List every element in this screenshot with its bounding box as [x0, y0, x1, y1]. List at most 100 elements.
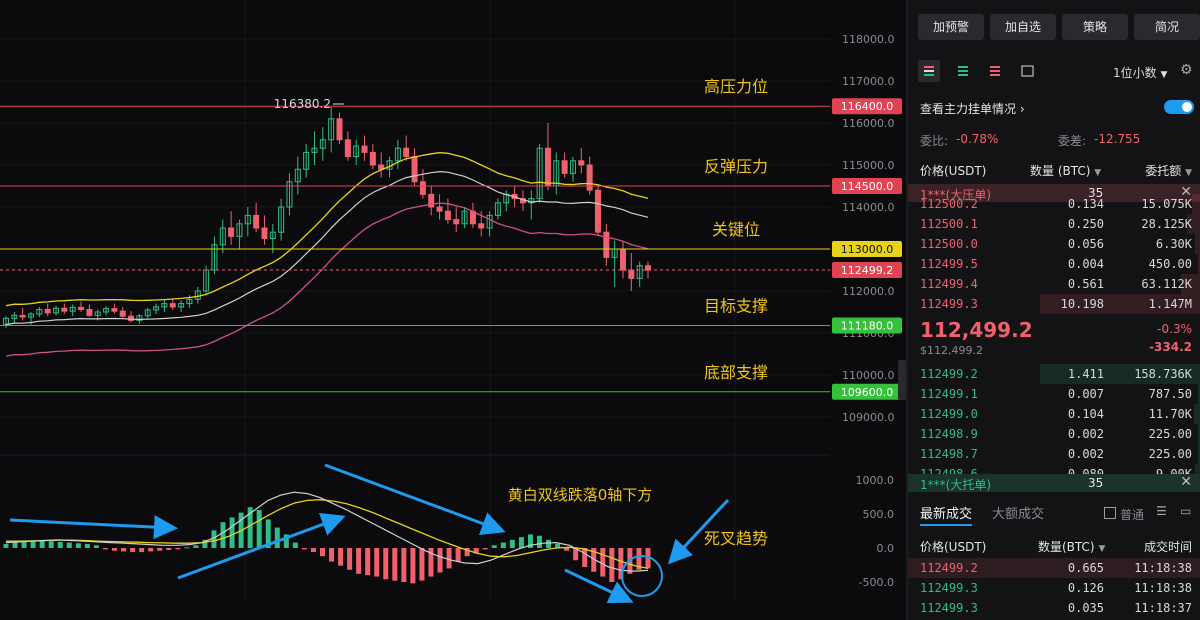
trade-header-qty[interactable]: 数量(BTC) ▼: [1038, 538, 1105, 555]
order-price: 112500.2: [920, 197, 978, 211]
level-tag-label: 113000.0: [841, 243, 894, 256]
middle-band-line: [5, 170, 649, 326]
level-tag: [832, 98, 902, 115]
level-tag: [832, 317, 902, 334]
bid-row[interactable]: 112499.1 0.007 787.50: [908, 384, 1200, 404]
macd-bar: [84, 543, 90, 548]
order-qty: 0.104: [1067, 407, 1104, 421]
macd-bar: [401, 548, 407, 582]
ask-big-order-banner[interactable]: 1***(大压单) 35 ✕: [908, 184, 1200, 202]
normal-checkbox[interactable]: [1104, 507, 1116, 519]
candle-body: [586, 164, 593, 191]
macd-bar: [139, 548, 145, 553]
candle-body: [436, 206, 443, 212]
level-tag: [832, 383, 902, 400]
settings-icon[interactable]: ⚙: [1180, 62, 1193, 78]
order-amount: 450.00: [1148, 257, 1192, 271]
macd-bar: [166, 548, 172, 551]
change-percent: -0.3%: [1157, 322, 1192, 336]
depth-bar: [1181, 274, 1200, 294]
strategy-button[interactable]: 策略: [1062, 14, 1128, 40]
macd-bar: [509, 539, 515, 548]
ask-row[interactable]: 112500.2 0.134 15.075K: [908, 194, 1200, 214]
level-tag-label: 116400.0: [841, 100, 894, 113]
alert-button[interactable]: 加预警: [918, 14, 984, 40]
bid-row[interactable]: 112499.0 0.104 11.70K: [908, 404, 1200, 424]
header-qty[interactable]: 数量 (BTC) ▼: [1030, 162, 1101, 179]
trend-arrow: [9, 515, 178, 540]
candle-body: [86, 308, 93, 316]
order-qty: 0.002: [1067, 427, 1104, 441]
popout-icon[interactable]: [1016, 60, 1038, 82]
candle-body: [278, 206, 285, 233]
candle-body: [536, 147, 543, 200]
ask-row[interactable]: 112499.5 0.004 450.00: [908, 254, 1200, 274]
overview-button[interactable]: 简况: [1134, 14, 1200, 40]
price-tick-label: 118000.0: [842, 33, 895, 46]
bid-big-order-banner[interactable]: 1***(大托单) 35 ✕: [908, 474, 1200, 492]
macd-bar: [428, 548, 434, 577]
filter-icon[interactable]: ☰: [1156, 504, 1167, 518]
macd-bar: [75, 543, 81, 548]
main-orders-toggle[interactable]: [1164, 100, 1194, 114]
order-qty: 0.056: [1067, 237, 1104, 251]
main-orders-label: 查看主力挂单情况: [920, 102, 1017, 116]
macd-bar: [618, 548, 624, 580]
trade-qty: 0.035: [1067, 601, 1104, 615]
ask-row[interactable]: 112499.3 10.198 1.147M: [908, 294, 1200, 314]
bid-row[interactable]: 112498.9 0.002 225.00: [908, 424, 1200, 444]
macd-tick-label: 500.0: [863, 508, 895, 521]
candle-body: [253, 214, 260, 229]
weibi-value: -0.78%: [956, 132, 999, 146]
macd-bar: [310, 548, 316, 553]
price-chart[interactable]: 118000.0 117000.0 116000.0 115000.0 114000.0…: [0, 0, 906, 620]
price-tick-label: 115000.0: [842, 159, 895, 172]
trade-time: 11:18:37: [1134, 601, 1192, 615]
bid-row[interactable]: 112499.2 1.411 158.736K: [908, 364, 1200, 384]
macd-bar: [455, 548, 461, 562]
close-icon[interactable]: ✕: [1180, 474, 1192, 490]
macd-bar: [256, 509, 262, 548]
candle-body: [144, 309, 151, 317]
candle-body: [19, 314, 26, 318]
panel-divider[interactable]: [906, 0, 908, 620]
level-tag: [832, 241, 902, 257]
candle-body: [353, 145, 360, 158]
collapse-handle: [898, 360, 906, 400]
current-price-tag: [832, 262, 902, 279]
precision-select[interactable]: 1位小数 ▼: [1113, 64, 1167, 81]
ask-row[interactable]: 112500.0 0.056 6.30K: [908, 234, 1200, 254]
layout-asks-icon[interactable]: [984, 60, 1006, 82]
header-amount[interactable]: 委托额 ▼: [1145, 162, 1192, 179]
macd-bar: [39, 540, 45, 548]
macd-bar: [184, 547, 190, 549]
macd-bar: [527, 534, 533, 548]
macd-bar: [319, 548, 325, 557]
order-amount: 15.075K: [1141, 197, 1192, 211]
macd-bar: [157, 548, 163, 551]
close-icon[interactable]: ✕: [1180, 184, 1192, 200]
macd-bar: [564, 548, 570, 551]
trade-row: 112499.3 0.035 11:18:37: [908, 598, 1200, 618]
layout-bids-icon[interactable]: [952, 60, 974, 82]
depth-bar: [1194, 404, 1200, 424]
macd-bar: [546, 539, 552, 548]
ask-row[interactable]: 112499.4 0.561 63.112K: [908, 274, 1200, 294]
ask-row[interactable]: 112500.1 0.250 28.125K: [908, 214, 1200, 234]
layout-both-icon[interactable]: [918, 60, 940, 82]
trend-arrow: [177, 512, 346, 580]
tab-large-trades[interactable]: 大额成交: [992, 507, 1045, 522]
watchlist-button[interactable]: 加自选: [990, 14, 1056, 40]
candle-body: [461, 210, 468, 225]
chart-area[interactable]: 118000.0 117000.0 116000.0 115000.0 114000.0…: [0, 0, 906, 620]
tab-latest-trades[interactable]: 最新成交: [920, 507, 973, 522]
main-orders-link[interactable]: 查看主力挂单情况 ›: [920, 100, 1025, 117]
order-amount: 158.736K: [1134, 367, 1192, 381]
macd-bar: [202, 539, 208, 548]
trade-header-qty-label: 数量(BTC): [1038, 540, 1095, 554]
bid-row[interactable]: 112498.7 0.002 225.00: [908, 444, 1200, 464]
normal-label: 普通: [1120, 508, 1145, 522]
trade-row: 112499.3 0.126 11:18:38: [908, 578, 1200, 598]
expand-icon[interactable]: ▭: [1180, 504, 1192, 518]
trade-time: 11:18:38: [1134, 581, 1192, 595]
